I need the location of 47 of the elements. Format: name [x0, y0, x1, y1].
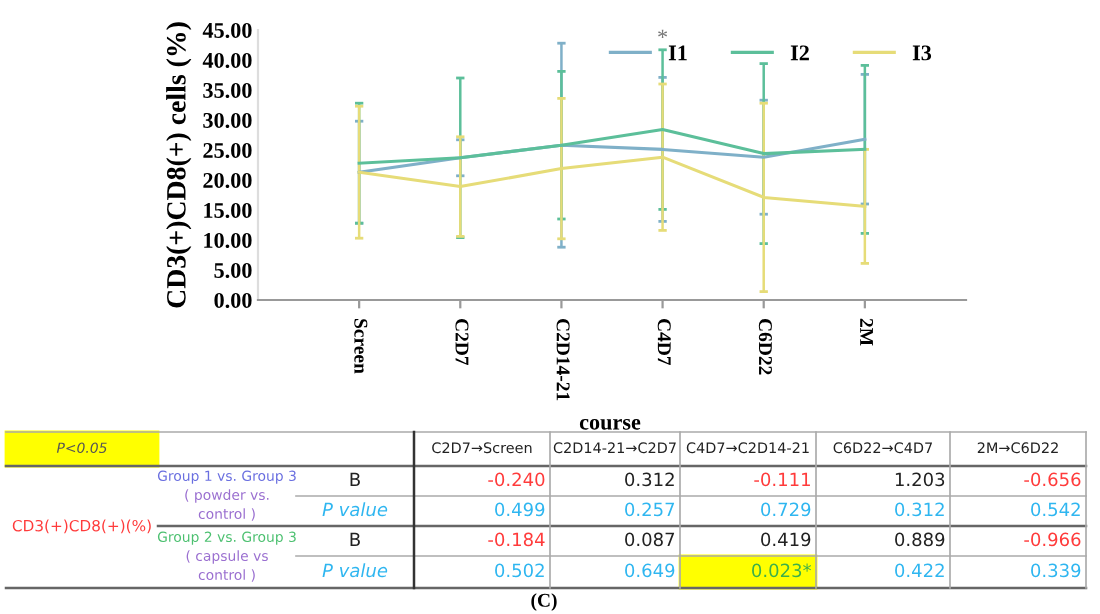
text: 0.542	[1031, 502, 1080, 517]
x-tick-label: 2M	[860, 318, 874, 346]
y-tick-label: 40.00	[202, 52, 252, 69]
text: 0.422	[895, 563, 944, 578]
text: 0.889	[895, 532, 945, 547]
text: 1.203	[895, 472, 945, 487]
y-tick-label: 25.00	[203, 142, 252, 159]
text: 0.257	[625, 502, 675, 517]
text: 0.023*	[752, 563, 812, 578]
y-tick-label: 30.00	[203, 112, 252, 129]
text: 0.649	[625, 563, 675, 578]
x-tick-label: Screen	[354, 319, 368, 374]
text: -0.656	[1024, 472, 1081, 487]
y-tick-label: 45.00	[202, 22, 252, 39]
legend-label: I2	[790, 45, 809, 61]
text: 0.419	[761, 532, 811, 547]
text: B	[350, 532, 360, 546]
x-tick-label: C6D22	[758, 319, 772, 375]
text: -0.184	[488, 532, 545, 547]
x-axis-title: course	[579, 418, 641, 430]
x-tick-label: C2D14-21	[556, 319, 570, 401]
text: 0.312	[895, 502, 944, 517]
text: 0.312	[625, 472, 674, 487]
text: (C)	[531, 593, 557, 611]
text: P value	[322, 502, 388, 517]
text: -0.240	[488, 472, 545, 487]
legend-label: I1	[668, 45, 687, 61]
text: P value	[322, 563, 388, 578]
x-tick-label: C4D7	[657, 319, 671, 366]
y-axis-title: CD3(+)CD8(+) cells (%)	[166, 22, 192, 308]
text: B	[350, 472, 360, 486]
text: 0.339	[1031, 563, 1081, 578]
text: 0.729	[761, 502, 811, 517]
legend-label: I3	[912, 45, 932, 61]
text: 0.502	[495, 563, 544, 578]
y-tick-label: 15.00	[204, 202, 252, 219]
y-tick-label: 10.00	[204, 232, 252, 249]
text: -0.111	[754, 472, 810, 487]
x-tick-label: C2D7	[455, 319, 469, 366]
text: -0.966	[1024, 532, 1081, 547]
y-tick-label: 20.00	[203, 172, 252, 189]
text: 0.087	[625, 532, 675, 547]
y-tick-label: 5.00	[214, 262, 252, 279]
text: 0.499	[495, 502, 545, 517]
y-tick-label: 0.00	[214, 292, 252, 309]
annotation: *	[658, 29, 668, 38]
y-tick-label: 35.00	[203, 82, 252, 99]
